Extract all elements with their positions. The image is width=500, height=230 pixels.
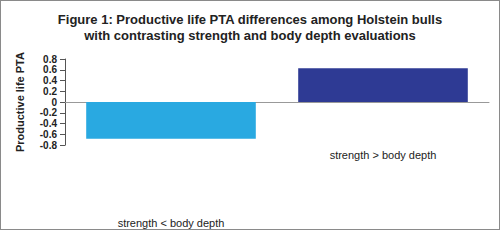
svg-text:0: 0 (51, 97, 57, 108)
svg-text:0.2: 0.2 (43, 86, 57, 97)
svg-text:with contrasting strength and: with contrasting strength and body depth… (83, 28, 416, 43)
svg-text:Productive life PTA: Productive life PTA (14, 52, 26, 152)
svg-text:-0.8: -0.8 (40, 140, 58, 151)
svg-text:-0.4: -0.4 (40, 118, 58, 129)
svg-text:Figure 1: Productive life PTA: Figure 1: Productive life PTA difference… (58, 12, 442, 27)
svg-text:0.6: 0.6 (43, 64, 57, 75)
svg-text:strength > body depth: strength > body depth (330, 149, 437, 161)
svg-text:strength < body depth: strength < body depth (118, 218, 225, 230)
svg-text:-0.6: -0.6 (40, 129, 58, 140)
svg-text:0.8: 0.8 (43, 54, 57, 65)
svg-text:0.4: 0.4 (43, 75, 57, 86)
svg-text:-0.2: -0.2 (40, 107, 58, 118)
